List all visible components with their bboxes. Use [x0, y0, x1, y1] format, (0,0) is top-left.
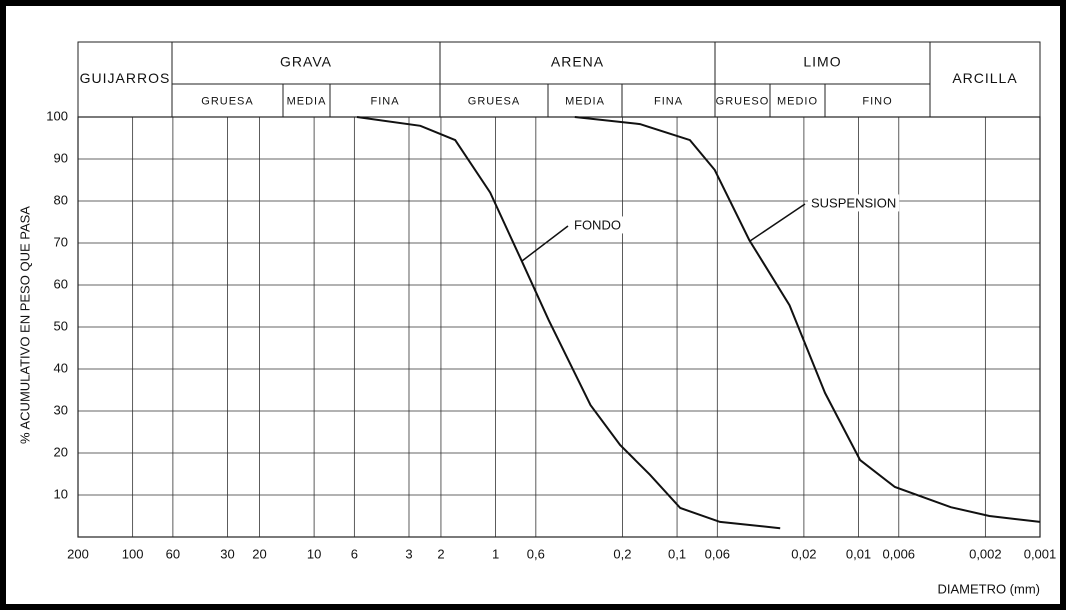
y-tick-label: 60 [54, 276, 68, 291]
x-tick-label: 6 [351, 546, 358, 561]
soil-subclass: FINO [862, 95, 892, 107]
soil-subclass: GRUESA [201, 95, 253, 107]
x-tick-label: 0,001 [1024, 546, 1057, 561]
data-line [356, 116, 781, 530]
x-tick-label: 60 [166, 546, 180, 561]
x-tick-label: 0,2 [613, 546, 631, 561]
soil-subclass: MEDIO [777, 95, 818, 107]
x-tick-label: 100 [122, 546, 144, 561]
y-tick-label: 70 [54, 234, 68, 249]
y-tick-label: 100 [46, 108, 68, 123]
y-tick-label: 50 [54, 318, 68, 333]
soil-subclass: FINA [370, 95, 399, 107]
x-tick-label: 30 [220, 546, 234, 561]
y-tick-label: 40 [54, 360, 68, 375]
soil-subclass: MEDIA [287, 95, 327, 107]
x-tick-label: 0,06 [705, 546, 730, 561]
x-tick-label: 1 [492, 546, 499, 561]
x-tick-label: 10 [307, 546, 321, 561]
y-axis-label: % ACUMULATIVO EN PESO QUE PASA [17, 206, 32, 444]
x-tick-label: 200 [67, 546, 89, 561]
y-tick-label: 20 [54, 444, 68, 459]
x-tick-label: 0,002 [969, 546, 1002, 561]
y-tick-label: 80 [54, 192, 68, 207]
soil-class: ARCILLA [952, 70, 1017, 86]
series-label: SUSPENSION [811, 195, 896, 210]
x-tick-label: 0,1 [668, 546, 686, 561]
soil-subclass: MEDIA [565, 95, 605, 107]
x-tick-label: 0,006 [883, 546, 916, 561]
y-tick-label: 90 [54, 150, 68, 165]
soil-class: ARENA [551, 54, 604, 70]
plot-border [77, 116, 1041, 538]
x-tick-label: 20 [252, 546, 266, 561]
y-tick-label: 10 [54, 486, 68, 501]
x-tick-label: 2 [437, 546, 444, 561]
x-tick-label: 0,01 [846, 546, 871, 561]
data-line [574, 116, 1041, 523]
x-tick-label: 3 [405, 546, 412, 561]
soil-class: GRAVA [280, 54, 332, 70]
callout-line [521, 225, 569, 262]
soil-class: LIMO [803, 54, 841, 70]
soil-class: GUIJARROS [80, 70, 171, 86]
label-bg [808, 194, 900, 212]
y-tick-label: 30 [54, 402, 68, 417]
soil-subclass: FINA [654, 95, 683, 107]
callout-line [749, 203, 806, 242]
x-axis-label: DIAMETRO (mm) [937, 581, 1040, 596]
soil-subclass: GRUESO [716, 95, 770, 107]
series-label: FONDO [574, 217, 621, 232]
x-tick-label: 0,6 [527, 546, 545, 561]
x-tick-label: 0,02 [791, 546, 816, 561]
soil-subclass: GRUESA [468, 95, 520, 107]
label-bg [571, 216, 624, 234]
